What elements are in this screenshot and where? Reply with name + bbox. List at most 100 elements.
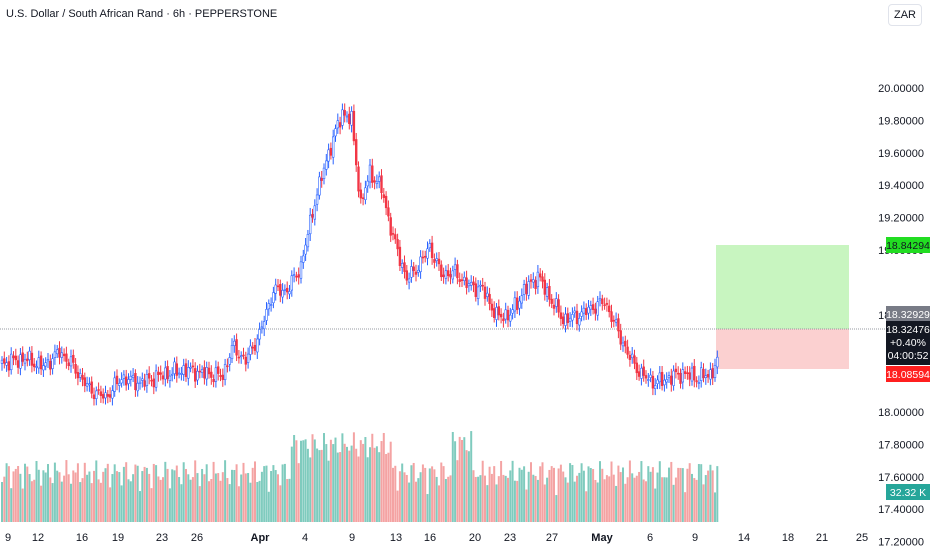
candle-body bbox=[667, 375, 671, 379]
volume-bar bbox=[691, 473, 693, 522]
volume-bar bbox=[693, 478, 696, 522]
volume-bar bbox=[709, 464, 712, 522]
time-tick-label: 13 bbox=[390, 532, 402, 544]
candle-body bbox=[621, 342, 625, 347]
candle-body bbox=[587, 306, 590, 314]
volume-bar bbox=[327, 460, 330, 522]
volume-bar bbox=[293, 435, 296, 522]
volume-bar bbox=[171, 469, 174, 522]
volume-bar bbox=[185, 468, 187, 522]
candle-body bbox=[279, 284, 282, 296]
volume-bar bbox=[40, 485, 43, 522]
candle-body bbox=[207, 367, 211, 375]
candle-body bbox=[76, 372, 80, 379]
candle-body bbox=[699, 367, 703, 381]
candle-body bbox=[214, 367, 218, 382]
candle-body bbox=[115, 375, 119, 385]
candle-body bbox=[571, 314, 574, 321]
candle-body bbox=[428, 243, 431, 249]
risk-reward-zones[interactable] bbox=[716, 245, 849, 369]
candle-body bbox=[688, 372, 691, 380]
volume-bar bbox=[431, 466, 434, 522]
time-axis[interactable]: 9 12 16 19 23 26 Apr 4 9 13 16 20 23 27 May 6 9 14 18 21 25 bbox=[5, 532, 868, 544]
loss-zone[interactable] bbox=[716, 329, 849, 369]
volume-bar bbox=[65, 460, 68, 522]
volume-bar bbox=[49, 477, 52, 522]
candle-body bbox=[272, 292, 275, 304]
volume-bar bbox=[385, 453, 388, 522]
time-tick-label: 18 bbox=[782, 532, 794, 544]
volume-bar bbox=[127, 479, 130, 522]
candle-body bbox=[196, 370, 199, 381]
volume-bar bbox=[479, 475, 482, 522]
volume-bar bbox=[525, 489, 528, 522]
candle-body bbox=[709, 369, 712, 380]
candle-body bbox=[256, 338, 259, 353]
candle-body bbox=[113, 377, 116, 392]
volume-bar bbox=[435, 476, 438, 522]
currency-button[interactable]: ZAR bbox=[888, 4, 922, 26]
volume-bar bbox=[76, 463, 79, 522]
candle-body bbox=[456, 264, 459, 279]
volume-bar bbox=[348, 450, 351, 522]
candlesticks[interactable] bbox=[0, 103, 719, 406]
price-tick-label: 19.60000 bbox=[878, 148, 924, 160]
volume-bar bbox=[178, 477, 181, 522]
candle-body bbox=[683, 371, 687, 374]
candle-body bbox=[617, 318, 620, 332]
profit-zone[interactable] bbox=[716, 245, 849, 329]
candle-body bbox=[594, 308, 597, 314]
volume-bar bbox=[440, 462, 443, 522]
candle-body bbox=[318, 176, 321, 196]
candle-body bbox=[152, 378, 155, 388]
candle-body bbox=[129, 375, 132, 380]
volume-bar bbox=[136, 465, 139, 522]
candle-body bbox=[472, 281, 475, 286]
candle-body bbox=[483, 286, 487, 299]
candle-body bbox=[212, 378, 215, 383]
volume-bar bbox=[490, 473, 493, 522]
candle-body bbox=[656, 379, 659, 385]
candle-body bbox=[203, 367, 206, 379]
candle-body bbox=[624, 340, 627, 347]
volume-bar bbox=[217, 473, 220, 522]
volume-bar bbox=[191, 477, 194, 522]
volume-bar bbox=[502, 474, 505, 522]
candle-body bbox=[302, 255, 305, 263]
volume-bar bbox=[366, 457, 369, 522]
volume-bar bbox=[442, 466, 445, 522]
volume-bar bbox=[72, 470, 75, 522]
candle-body bbox=[138, 381, 142, 384]
volume-bar bbox=[714, 492, 716, 522]
time-tick-label: 21 bbox=[816, 532, 828, 544]
price-axis[interactable]: 20.00000 19.80000 19.60000 19.40000 19.20000… bbox=[878, 83, 924, 549]
candle-body bbox=[0, 359, 4, 364]
price-change-text: +0.40% bbox=[890, 337, 926, 349]
volume-bar bbox=[311, 434, 314, 522]
volume-bar bbox=[704, 475, 707, 522]
candle-body bbox=[306, 234, 310, 248]
candle-body bbox=[325, 160, 328, 170]
volume-bar bbox=[486, 485, 489, 522]
candle-body bbox=[387, 207, 390, 217]
volume-bar bbox=[378, 452, 381, 522]
volume-bar bbox=[387, 452, 390, 522]
candle-body bbox=[253, 344, 257, 351]
candle-body bbox=[97, 389, 100, 391]
volume-bar bbox=[679, 467, 682, 522]
volume-bar bbox=[509, 470, 512, 522]
candle-body bbox=[686, 372, 689, 375]
time-tick-label: 23 bbox=[156, 532, 168, 544]
time-tick-label: 9 bbox=[5, 532, 11, 544]
volume-bar bbox=[99, 482, 102, 522]
candle-body bbox=[649, 374, 652, 378]
volume-bar bbox=[484, 475, 486, 522]
candle-body bbox=[663, 379, 666, 386]
volume-bar bbox=[433, 469, 436, 522]
candle-body bbox=[465, 277, 468, 288]
volume-bar bbox=[656, 472, 659, 522]
candle-body bbox=[106, 394, 110, 397]
volume-bar bbox=[557, 468, 560, 522]
volume-bar bbox=[488, 466, 491, 522]
